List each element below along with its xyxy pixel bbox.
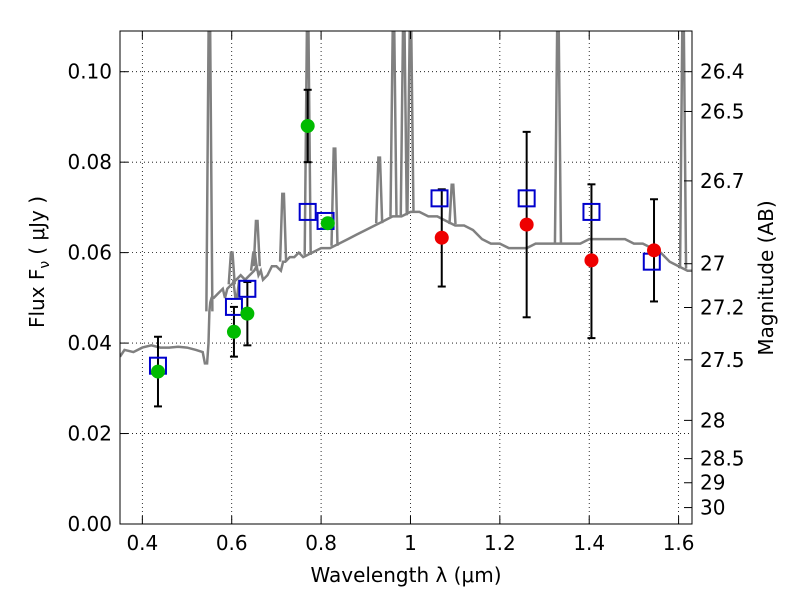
x-tick-label: 1 [404,531,417,555]
model-photometry-square [224,297,243,316]
y-tick-label: 0.02 [67,422,112,446]
green-data-point [226,324,241,339]
emission-line [330,147,339,246]
x-tick-label: 0.4 [126,531,158,555]
green-data-point [320,216,335,231]
x-tick-label: 0.8 [305,531,337,555]
emission-line [553,31,563,244]
right-tick-label: 28.5 [700,447,745,471]
green-data-point [150,364,165,379]
red-data-point [584,253,599,268]
model-photometry-square [298,202,317,221]
x-tick-label: 0.6 [216,531,248,555]
plot-frame [119,30,693,525]
x-tick-label: 1.4 [573,531,605,555]
right-tick-label: 30 [700,496,725,520]
emission-line [303,31,312,255]
emission-line [252,219,261,267]
labels-layer: 0.4 0.6 0.8 1 1.2 1.4 1.6 0.00 0.02 0.04 0.06 0.08 0… [67,60,744,555]
y-axis-label-flux: Flux F [25,269,49,328]
right-axis-label: Magnitude (AB) [754,200,778,355]
red-data-point [434,230,449,245]
emission-line [374,156,384,224]
ticks-layer [120,31,692,525]
model-photometry-square [238,279,257,298]
right-tick-label: 28 [700,408,725,432]
right-tick-label: 27 [700,252,725,276]
model-spectrum-line [120,210,692,365]
right-tick-label: 27.5 [700,348,745,372]
model-photometry-square [582,202,601,221]
emission-line [406,31,415,212]
green-data-point [300,118,315,133]
emission-line [389,31,398,217]
red-data-point [647,243,662,258]
y-axis-label-nu: ν [37,261,53,269]
right-tick-label: 26.5 [700,99,745,123]
y-tick-label: 0.08 [67,150,112,174]
right-tick-label: 29 [700,471,725,495]
y-tick-label: 0.06 [67,241,112,265]
emission-line [205,31,214,312]
y-tick-label: 0.04 [67,331,112,355]
model-photometry-square [517,189,536,208]
y-axis-label-unit: ( μJy ) [25,196,49,255]
emission-line [678,31,688,269]
emission-line [227,251,236,285]
y-tick-label: 0.10 [67,60,112,84]
emission-line [448,183,457,225]
y-tick-label: 0.00 [67,512,112,536]
green-data-point [240,306,255,321]
model-spectrum-layer [120,31,692,365]
emission-line [231,279,241,300]
right-tick-label: 27.2 [700,296,745,320]
x-tick-label: 1.2 [484,531,516,555]
emission-line [278,192,288,262]
y-axis-label: Flux Fν ( μJy ) [25,196,53,328]
x-tick-label: 1.6 [663,531,695,555]
model-photometry-square [430,189,449,208]
red-data-point [519,217,534,232]
x-axis-label: Wavelength λ (μm) [310,563,501,587]
right-tick-label: 26.7 [700,169,745,193]
data-points-layer [148,88,662,408]
emission-line [399,31,409,216]
right-tick-label: 26.4 [700,60,745,84]
